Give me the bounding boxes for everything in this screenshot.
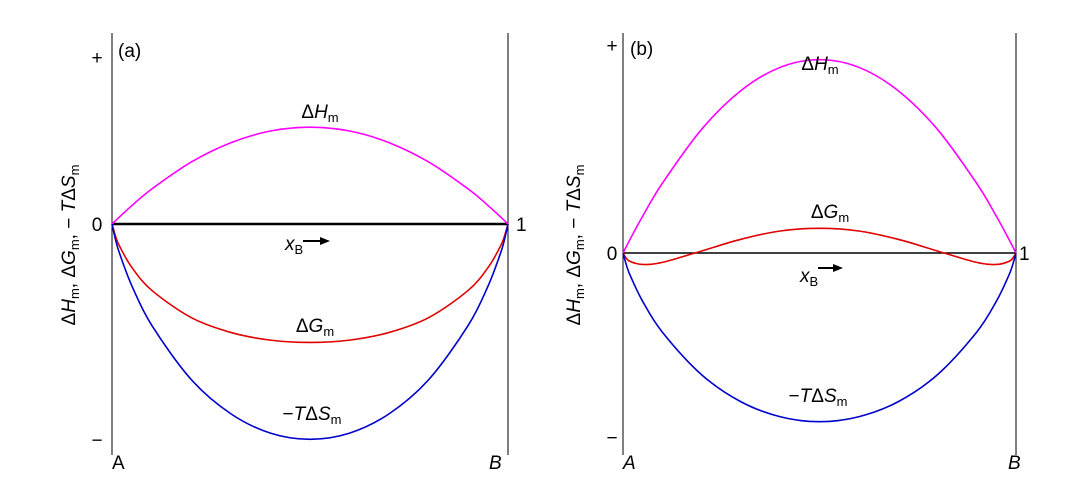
curve [622,227,1017,266]
y-axis-label: ΔHm, ΔGm, − TΔSm [564,165,587,326]
x-axis-label: xB [284,234,303,257]
y-tick-label: + [606,36,617,57]
text-part: − [789,386,800,407]
arrow-head [320,237,330,245]
curve [111,223,509,344]
text-part: H [59,299,80,313]
x-tick-label: 1 [1019,244,1030,265]
text-part: Δ [564,188,585,201]
y-tick-label: − [91,430,102,451]
curve [111,126,509,225]
text-part: G [309,316,324,337]
endpoint-label: B [1008,453,1021,474]
text-part: B [295,242,304,257]
curve [622,58,1017,254]
endpoint-label: B [489,453,502,474]
text-part: − [283,404,294,425]
text-part: m [328,110,339,125]
text-part: S [318,404,331,425]
y-tick-label: 0 [607,244,618,265]
text-part: S [564,175,585,188]
text-part: m [67,288,82,299]
curve-label: −TΔSm [283,404,342,427]
curve [111,223,509,441]
text-part: Δ [305,404,318,425]
arrow-head [833,264,843,272]
text-part: T [294,404,307,425]
text-part: m [838,210,849,225]
text-part: m [67,165,82,176]
text-part: m [572,288,587,299]
text-part: S [59,175,80,188]
curve [622,252,1017,423]
text-part: T [800,386,813,407]
text-part: T [59,199,80,212]
curve-label: ΔGm [811,202,849,225]
x-tick-label: 1 [516,215,527,236]
y-tick-label: + [91,48,102,69]
text-part: , Δ [59,265,80,289]
y-tick-label: 0 [92,215,103,236]
text-part: H [564,299,585,313]
text-part: , − [564,212,585,239]
text-part: m [572,165,587,176]
text-part: Δ [811,386,824,407]
text-part: Δ [296,316,309,337]
text-part: H [814,54,828,75]
y-axis-label: ΔHm, ΔGm, − TΔSm [59,165,82,326]
text-part: Δ [564,312,585,325]
text-part: m [828,62,839,77]
text-part: G [824,202,839,223]
text-part: , − [59,212,80,239]
curve-label: ΔHm [801,54,838,77]
text-part: m [323,324,334,339]
endpoint-label: A [112,453,125,474]
text-part: S [824,386,837,407]
panel-label: (b) [630,39,653,60]
text-part: Δ [801,54,814,75]
text-part: Δ [59,312,80,325]
text-part: m [331,412,342,427]
text-part: m [67,239,82,250]
curve-label: −TΔSm [789,386,848,409]
text-part: , Δ [564,265,585,289]
x-axis-label: xB [799,266,818,289]
endpoint-label: A [622,453,636,474]
text-part: G [59,250,80,265]
panel-label: (a) [118,41,141,62]
text-part: m [572,239,587,250]
curve-label: ΔHm [301,102,338,125]
curve-label: ΔGm [296,316,334,339]
text-part: Δ [301,102,314,123]
y-tick-label: − [606,428,617,449]
text-part: Δ [811,202,824,223]
text-part: x [284,234,296,255]
text-part: H [314,102,328,123]
text-part: B [810,274,819,289]
text-part: T [564,199,585,212]
text-part: x [799,266,811,287]
text-part: m [837,394,848,409]
text-part: G [564,250,585,265]
text-part: Δ [59,188,80,201]
